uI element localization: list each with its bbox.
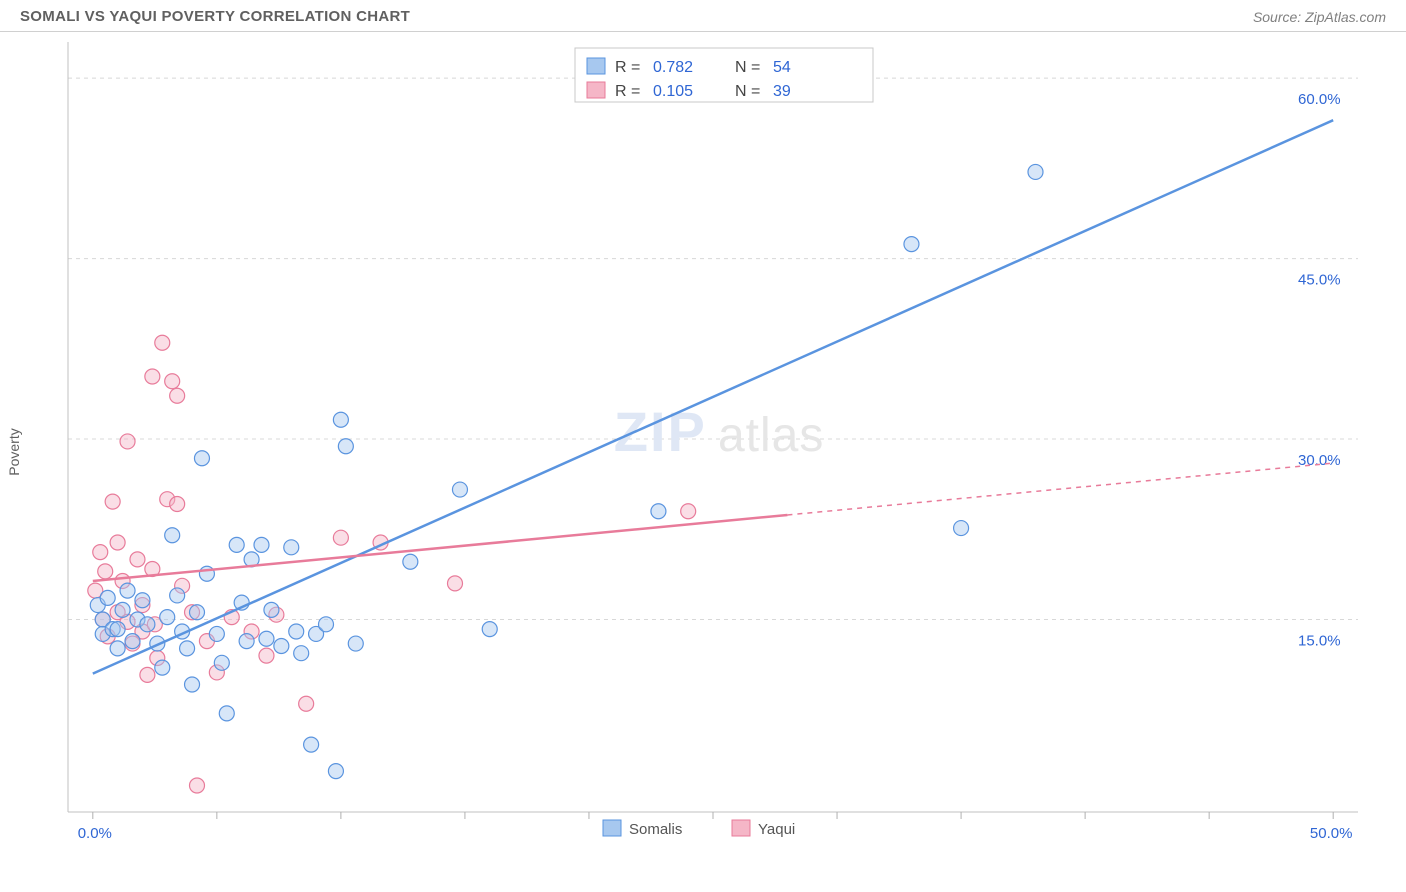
- data-point: [333, 412, 348, 427]
- data-point: [448, 576, 463, 591]
- trend-line-extrapolated: [787, 463, 1333, 515]
- data-point: [125, 634, 140, 649]
- data-point: [651, 504, 666, 519]
- data-point: [170, 588, 185, 603]
- bottom-legend-swatch: [732, 820, 750, 836]
- data-point: [155, 335, 170, 350]
- data-point: [170, 388, 185, 403]
- svg-text:atlas: atlas: [718, 409, 824, 462]
- data-point: [190, 778, 205, 793]
- data-point: [239, 634, 254, 649]
- data-point: [904, 237, 919, 252]
- svg-text:ZIP: ZIP: [614, 400, 707, 463]
- data-point: [165, 374, 180, 389]
- data-point: [954, 521, 969, 536]
- y-tick-label: 45.0%: [1298, 272, 1341, 289]
- data-point: [100, 590, 115, 605]
- data-point: [403, 554, 418, 569]
- data-point: [1028, 164, 1043, 179]
- legend-n-value: 54: [773, 59, 791, 76]
- data-point: [214, 655, 229, 670]
- data-point: [274, 638, 289, 653]
- data-point: [333, 530, 348, 545]
- header-bar: SOMALI VS YAQUI POVERTY CORRELATION CHAR…: [0, 0, 1406, 32]
- data-point: [180, 641, 195, 656]
- data-point: [259, 631, 274, 646]
- data-point: [319, 617, 334, 632]
- data-point: [194, 451, 209, 466]
- legend-r-label: R =: [615, 83, 640, 100]
- data-point: [219, 706, 234, 721]
- legend-n-value: 39: [773, 83, 791, 100]
- data-point: [145, 369, 160, 384]
- data-point: [110, 641, 125, 656]
- data-point: [170, 497, 185, 512]
- legend-n-label: N =: [735, 59, 760, 76]
- y-tick-label: 60.0%: [1298, 91, 1341, 108]
- watermark: ZIPatlas: [614, 400, 825, 463]
- data-point: [264, 602, 279, 617]
- y-tick-label: 15.0%: [1298, 633, 1341, 650]
- data-point: [259, 648, 274, 663]
- data-point: [452, 482, 467, 497]
- legend-swatch: [587, 58, 605, 74]
- data-point: [328, 764, 343, 779]
- data-point: [120, 434, 135, 449]
- y-tick-label: 30.0%: [1298, 452, 1341, 469]
- bottom-legend-label: Somalis: [629, 821, 682, 838]
- bottom-legend-label: Yaqui: [758, 821, 795, 838]
- data-point: [254, 537, 269, 552]
- data-point: [135, 593, 150, 608]
- data-point: [294, 646, 309, 661]
- legend-swatch: [587, 82, 605, 98]
- trend-line: [93, 120, 1333, 673]
- data-point: [299, 696, 314, 711]
- bottom-legend-swatch: [603, 820, 621, 836]
- trend-line: [93, 515, 788, 581]
- data-point: [130, 552, 145, 567]
- data-point: [155, 660, 170, 675]
- data-point: [110, 622, 125, 637]
- data-point: [160, 610, 175, 625]
- data-point: [190, 605, 205, 620]
- data-point: [93, 545, 108, 560]
- x-tick-label: 50.0%: [1310, 825, 1353, 842]
- data-point: [185, 677, 200, 692]
- data-point: [105, 494, 120, 509]
- data-point: [98, 564, 113, 579]
- data-point: [229, 537, 244, 552]
- legend-r-label: R =: [615, 59, 640, 76]
- data-point: [115, 602, 130, 617]
- data-point: [165, 528, 180, 543]
- chart-title: SOMALI VS YAQUI POVERTY CORRELATION CHAR…: [20, 8, 410, 25]
- data-point: [348, 636, 363, 651]
- data-point: [110, 535, 125, 550]
- data-point: [304, 737, 319, 752]
- legend-r-value: 0.782: [653, 59, 693, 76]
- y-axis-label: Poverty: [6, 428, 22, 475]
- legend-n-label: N =: [735, 83, 760, 100]
- data-point: [338, 439, 353, 454]
- source-attribution: Source: ZipAtlas.com: [1253, 9, 1386, 25]
- data-point: [140, 667, 155, 682]
- data-point: [681, 504, 696, 519]
- legend-r-value: 0.105: [653, 83, 693, 100]
- data-point: [120, 583, 135, 598]
- data-point: [209, 626, 224, 641]
- correlation-scatter-chart: 15.0% 30.0% 45.0% 60.0% ZIPatlas 0.0% 50.0% R =…: [20, 32, 1386, 872]
- data-point: [289, 624, 304, 639]
- data-point: [482, 622, 497, 637]
- data-point: [140, 617, 155, 632]
- data-point: [284, 540, 299, 555]
- chart-container: Poverty 15.0%30.0%45.0%60.0%ZIPatlas0.0%…: [20, 32, 1386, 872]
- x-tick-label: 0.0%: [78, 825, 112, 842]
